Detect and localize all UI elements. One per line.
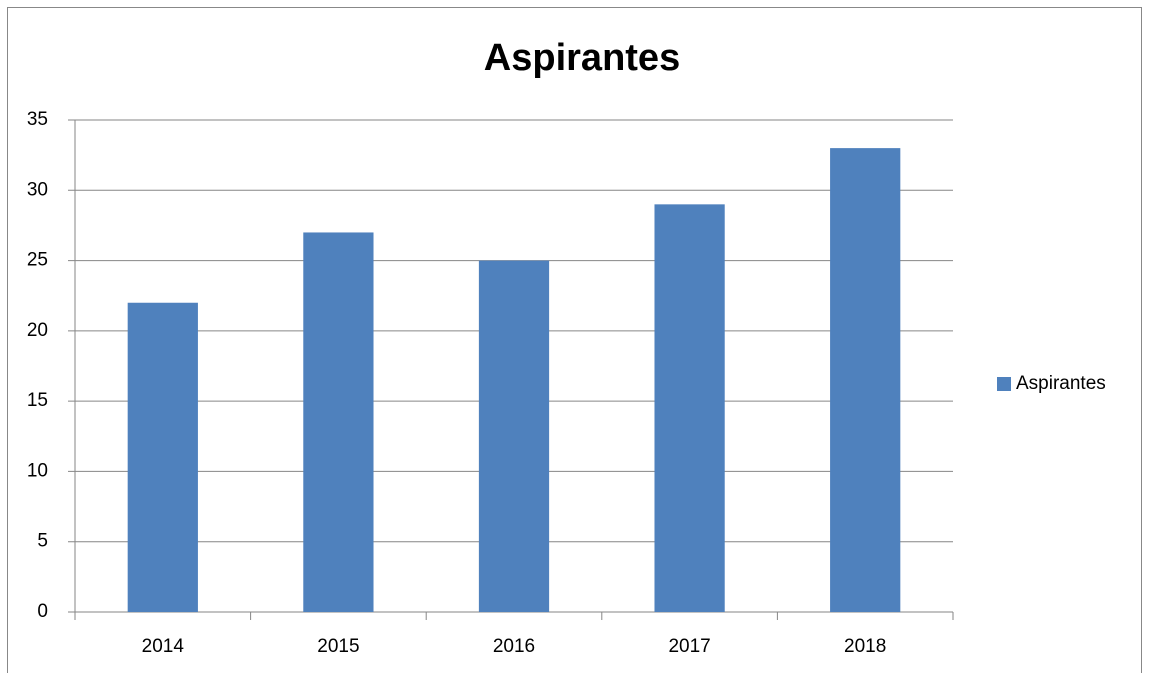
bar	[303, 232, 374, 612]
bar	[127, 302, 198, 612]
y-tick-label: 0	[37, 601, 48, 622]
bar	[478, 260, 550, 612]
legend-label: Aspirantes	[1016, 373, 1106, 394]
y-tick-label: 25	[27, 250, 48, 271]
x-tick-label: 2015	[317, 636, 359, 657]
y-tick-label: 10	[27, 460, 48, 481]
y-tick-label: 20	[27, 320, 48, 341]
y-tick-label: 5	[37, 531, 48, 552]
bar	[830, 148, 901, 612]
x-tick-label: 2016	[493, 636, 535, 657]
y-tick-label: 15	[27, 390, 48, 411]
bar	[654, 204, 725, 613]
x-tick-label: 2017	[668, 636, 710, 657]
x-tick-label: 2014	[142, 636, 185, 657]
y-tick-label: 30	[27, 179, 48, 200]
y-tick-label: 35	[27, 109, 48, 130]
chart-title: Aspirantes	[484, 37, 680, 79]
legend-swatch	[997, 377, 1011, 391]
x-tick-label: 2018	[844, 636, 886, 657]
